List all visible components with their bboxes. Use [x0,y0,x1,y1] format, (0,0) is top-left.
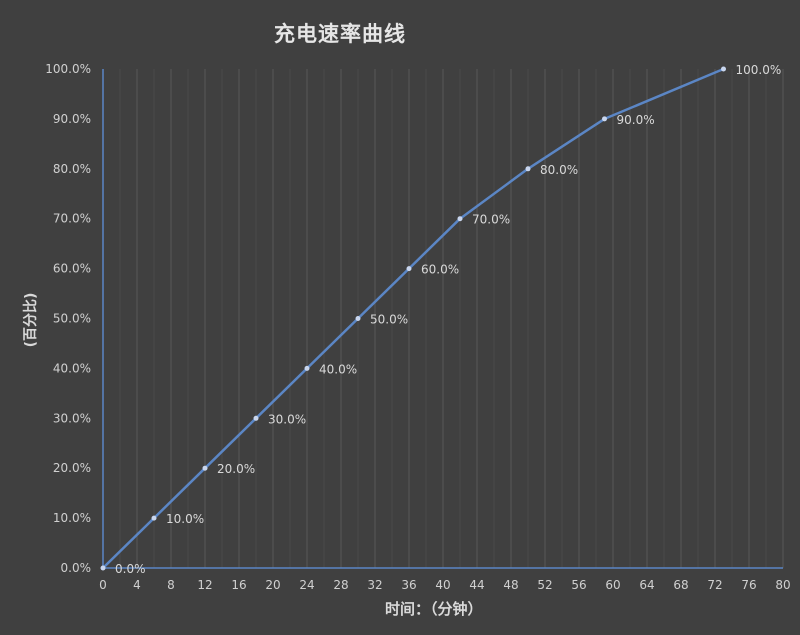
x-tick-label: 4 [133,578,141,592]
data-point-marker [202,465,208,471]
data-label: 70.0% [472,213,510,227]
x-axis-title: 时间：（分钟） [385,600,483,618]
y-tick-label: 80.0% [53,162,91,176]
x-tick-label: 44 [469,578,484,592]
data-label: 90.0% [617,113,655,127]
x-tick-label: 68 [673,578,688,592]
x-tick-label: 24 [299,578,314,592]
y-tick-label: 90.0% [53,112,91,126]
data-point-marker [355,316,361,321]
x-tick-labels: 0 4 8 12 16 20 24 28 32 36 40 44 48 52 56 60 64 68 72 76 80 [99,578,790,592]
data-label: 80.0% [540,163,578,177]
data-point-marker [721,66,726,72]
data-label: 100.0% [736,63,782,77]
y-tick-label: 0.0% [61,561,92,575]
x-tick-label: 8 [167,578,175,592]
data-label: 10.0% [166,512,204,526]
data-label: 50.0% [370,313,408,327]
y-tick-label: 20.0% [53,461,91,475]
data-point-marker [457,216,463,222]
x-tick-label: 48 [503,578,518,592]
data-label: 60.0% [421,263,459,277]
y-tick-label: 60.0% [53,262,91,276]
x-tick-label: 20 [265,578,280,592]
chart-title: 充电速率曲线 [274,22,406,46]
y-tick-label: 10.0% [53,511,91,525]
x-tick-label: 0 [99,578,107,592]
data-point-marker [602,116,607,122]
data-label: 0.0% [115,562,146,576]
y-tick-label: 100.0% [45,62,91,76]
data-label: 30.0% [268,412,306,426]
y-tick-label: 50.0% [53,312,91,326]
data-label: 20.0% [217,462,255,476]
x-tick-label: 64 [639,578,654,592]
y-tick-label: 70.0% [53,212,91,226]
x-tick-label: 80 [775,578,790,592]
x-tick-label: 76 [741,578,756,592]
grid-lines [119,69,784,568]
x-tick-label: 16 [231,578,246,592]
axes [102,69,783,569]
x-tick-label: 56 [571,578,586,592]
data-point-marker [151,515,157,521]
x-tick-label: 12 [197,578,212,592]
data-point-marker [100,565,106,571]
data-point-marker [525,166,531,172]
x-tick-label: 36 [401,578,416,592]
data-point-marker [406,266,412,272]
y-tick-label: 40.0% [53,361,91,375]
y-tick-label: 30.0% [53,411,91,425]
x-tick-label: 32 [367,578,382,592]
x-tick-label: 28 [333,578,348,592]
data-point-marker [304,365,310,371]
x-tick-label: 60 [605,578,620,592]
x-tick-label: 72 [707,578,722,592]
x-tick-label: 52 [537,578,552,592]
y-tick-labels: 0.0% 10.0% 20.0% 30.0% 40.0% 50.0% 60.0% 70.0% 8… [45,62,91,575]
data-series: 0.0% 10.0% 20.0% 30.0% 40.0% 50.0% 60.0% 70.0% 8… [100,63,782,576]
x-tick-label: 40 [435,578,450,592]
data-point-marker [253,415,259,421]
data-label: 40.0% [319,362,357,376]
